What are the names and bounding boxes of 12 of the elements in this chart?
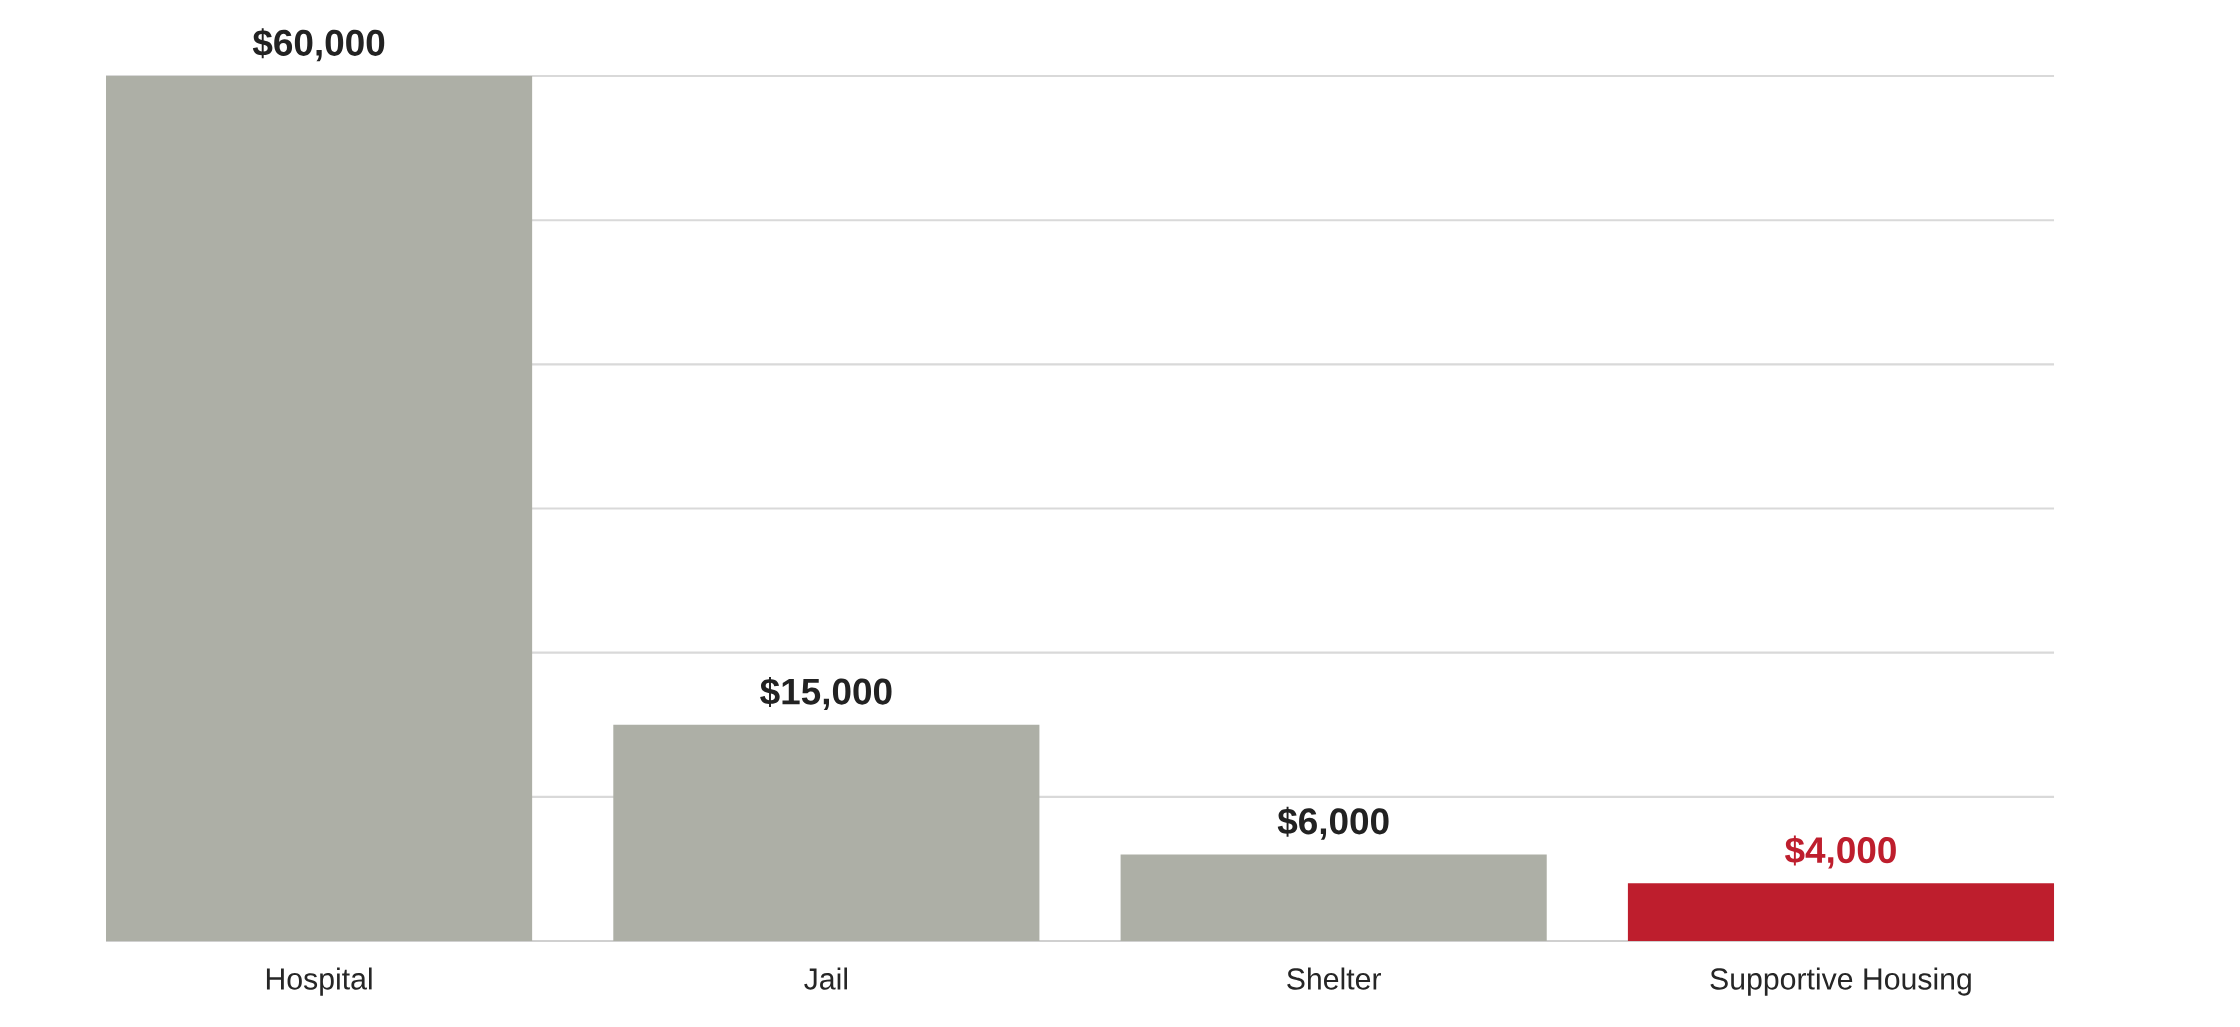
x-tick-label: Supportive Housing [1710,967,1971,996]
bar [613,724,1040,941]
bar [106,76,533,941]
data-label: $6,000 [1277,806,1389,840]
bar [1627,883,2055,941]
x-tick-label: Jail [804,967,847,990]
bar [1120,854,1547,941]
data-label: $4,000 [1785,835,1896,869]
data-label: $60,000 [252,28,385,62]
data-label: $15,000 [760,676,892,711]
x-tick-label: Shelter [1287,967,1381,990]
x-tick-label: Hospital [266,967,372,996]
